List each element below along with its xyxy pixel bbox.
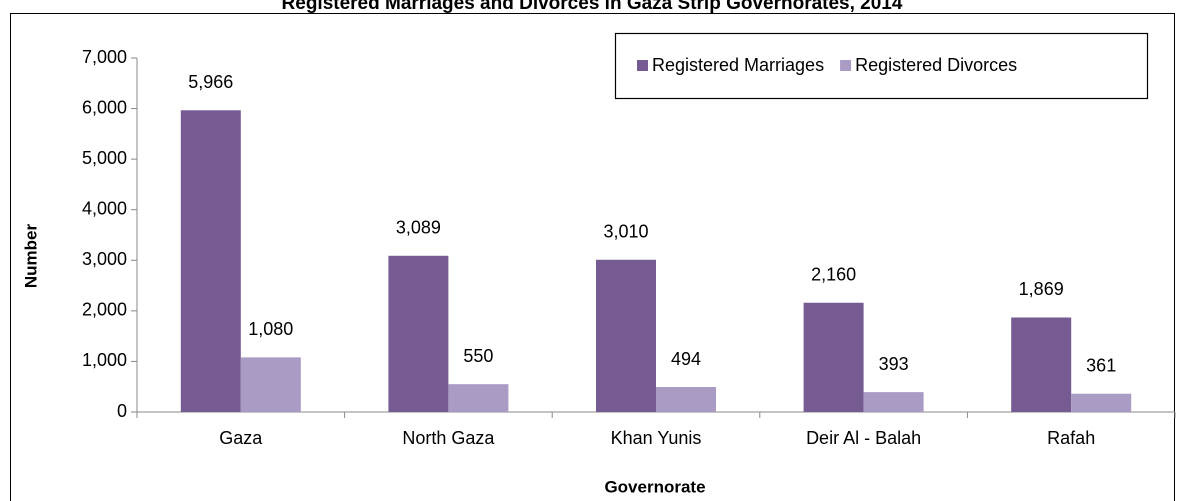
y-tick-label: 7,000 xyxy=(82,47,127,67)
y-axis-title: Number xyxy=(21,224,40,289)
bar xyxy=(448,384,509,412)
y-tick-label: 1,000 xyxy=(82,350,127,370)
bar xyxy=(803,302,864,412)
chart-frame xyxy=(10,13,1175,501)
y-tick-label: 2,000 xyxy=(82,300,127,320)
legend-swatch xyxy=(637,60,648,71)
bar xyxy=(240,357,301,412)
value-label: 1,080 xyxy=(248,319,293,339)
bar xyxy=(180,110,241,412)
x-tick-label: Gaza xyxy=(219,428,263,448)
legend-box xyxy=(614,32,1149,100)
value-label: 3,010 xyxy=(603,222,648,242)
value-label: 2,160 xyxy=(811,265,856,285)
x-tick-label: Khan Yunis xyxy=(611,428,702,448)
bar xyxy=(388,255,449,412)
value-label: 3,089 xyxy=(396,218,441,238)
bar xyxy=(1071,393,1132,412)
value-label: 494 xyxy=(671,349,701,369)
value-label: 550 xyxy=(463,346,493,366)
legend-label: Registered Marriages xyxy=(652,55,824,75)
y-tick-label: 3,000 xyxy=(82,249,127,269)
bar xyxy=(656,387,716,412)
chart-title: Registered Marriages and Divorces in Gaz… xyxy=(282,0,903,14)
value-label: 5,966 xyxy=(188,72,233,92)
legend-label: Registered Divorces xyxy=(855,55,1017,75)
x-axis-title: Governorate xyxy=(604,477,705,496)
y-tick-label: 0 xyxy=(117,401,127,421)
bar xyxy=(596,259,656,412)
y-tick-label: 5,000 xyxy=(82,148,127,168)
legend-swatch xyxy=(840,60,852,71)
value-label: 361 xyxy=(1086,355,1116,375)
bar xyxy=(863,392,924,412)
value-label: 1,869 xyxy=(1019,279,1064,299)
value-label: 393 xyxy=(879,354,909,374)
x-tick-label: North Gaza xyxy=(402,428,495,448)
x-tick-label: Rafah xyxy=(1047,428,1095,448)
bar xyxy=(1011,317,1072,412)
x-tick-label: Deir Al - Balah xyxy=(806,428,921,448)
y-tick-label: 6,000 xyxy=(82,97,127,117)
y-tick-label: 4,000 xyxy=(82,198,127,218)
